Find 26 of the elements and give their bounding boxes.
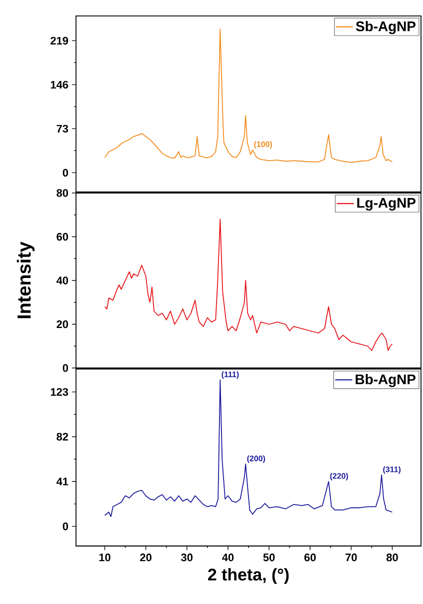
y-tick-label: 219	[50, 36, 68, 45]
y-tick-label: 123	[50, 388, 68, 396]
x-tick-label: 20	[140, 554, 152, 562]
x-tick-label: 30	[181, 554, 193, 562]
y-tick-label: 73	[56, 124, 68, 133]
y-tick-label: 0	[62, 364, 68, 372]
y-tick-label: 0	[62, 168, 68, 177]
x-tick-label: 60	[304, 554, 316, 562]
x-tick-label: 50	[263, 554, 275, 562]
y-tick-label: 146	[50, 80, 68, 89]
x-axis-title: 2 theta, (°)	[208, 568, 289, 584]
x-tick-label: 40	[222, 554, 234, 562]
legend-label: Bb-AgNP	[356, 374, 416, 388]
y-tick-label: 40	[56, 276, 68, 284]
legend-label: Sb-AgNP	[356, 21, 416, 34]
x-tick-label: 10	[99, 554, 110, 562]
y-tick-label: 0	[62, 522, 68, 530]
y-axis-title: Intensity	[16, 242, 35, 318]
y-tick-label: 41	[56, 478, 68, 486]
y-tick-label: 60	[56, 232, 68, 241]
y-tick-label: 80	[56, 189, 68, 197]
y-tick-label: 20	[56, 320, 68, 328]
x-tick-label: 80	[386, 554, 398, 562]
x-tick-label: 70	[346, 554, 357, 562]
y-tick-label: 82	[56, 432, 68, 441]
legend-label: Lg-AgNP	[357, 198, 416, 211]
